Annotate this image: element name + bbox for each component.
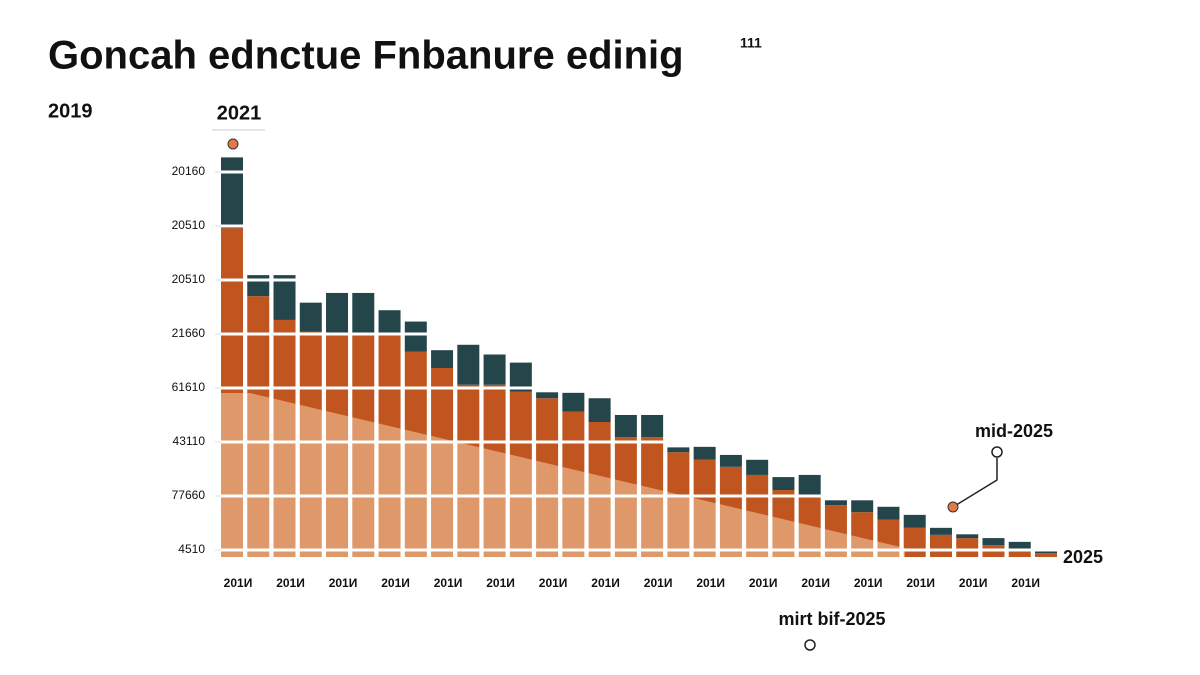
bar bbox=[1008, 541, 1031, 550]
annotation: 2025 bbox=[1063, 547, 1103, 567]
bar bbox=[273, 275, 296, 320]
bar bbox=[956, 538, 979, 557]
x-tick-label: 201И bbox=[906, 576, 935, 590]
bar bbox=[641, 414, 664, 438]
bar bbox=[588, 398, 611, 422]
bar bbox=[1008, 549, 1031, 557]
x-tick-label: 201И bbox=[486, 576, 515, 590]
y-tick-label: 20160 bbox=[172, 164, 206, 178]
marker bbox=[804, 639, 816, 651]
bar bbox=[457, 344, 480, 385]
bar bbox=[614, 414, 637, 438]
marker bbox=[227, 138, 239, 150]
bar bbox=[877, 506, 900, 520]
bar bbox=[247, 275, 270, 297]
shade bbox=[221, 393, 905, 557]
bar bbox=[221, 157, 243, 229]
y-tick-label: 20510 bbox=[172, 272, 206, 286]
bar bbox=[299, 302, 322, 332]
y-tick-label: 21660 bbox=[172, 326, 206, 340]
title-superscript: 111 bbox=[740, 35, 762, 51]
x-tick-label: 201И bbox=[224, 576, 253, 590]
y-tick-label: 43110 bbox=[173, 434, 206, 448]
x-tick-label: 201И bbox=[329, 576, 358, 590]
x-tick-label: 201И bbox=[434, 576, 463, 590]
x-tick-label: 201И bbox=[276, 576, 305, 590]
bar bbox=[956, 534, 979, 539]
bar bbox=[404, 321, 427, 352]
y-tick-label: 4510 bbox=[178, 542, 205, 556]
leader bbox=[952, 458, 998, 508]
bar bbox=[903, 514, 926, 528]
bar bbox=[667, 447, 690, 453]
marker bbox=[947, 501, 959, 513]
y-tick-label: 61610 bbox=[172, 380, 206, 394]
bar bbox=[929, 534, 952, 557]
annotation: 2019 bbox=[48, 100, 93, 122]
overlay bbox=[221, 170, 1058, 557]
annotation: mid-2025 bbox=[975, 421, 1053, 441]
bar bbox=[719, 454, 742, 467]
bar bbox=[851, 500, 874, 513]
x-tick-label: 201И bbox=[591, 576, 620, 590]
bar bbox=[536, 392, 559, 399]
chart-title: Goncah ednctue Fnbanure edinig bbox=[48, 34, 684, 78]
bar bbox=[929, 527, 952, 535]
x-tick-label: 201И bbox=[959, 576, 988, 590]
bar bbox=[903, 527, 926, 557]
marker bbox=[991, 446, 1003, 458]
x-tick-label: 201И bbox=[1011, 576, 1040, 590]
bar bbox=[824, 500, 847, 506]
bar bbox=[483, 354, 506, 385]
bar bbox=[509, 362, 532, 392]
bar bbox=[1035, 549, 1057, 554]
bar bbox=[772, 477, 795, 491]
annotation: 2021 bbox=[217, 102, 262, 124]
bar bbox=[798, 474, 821, 495]
bar bbox=[982, 538, 1005, 546]
bar bbox=[352, 292, 375, 336]
annotation: mirt bif-2025 bbox=[778, 609, 885, 629]
y-tick-label: 20510 bbox=[172, 218, 206, 232]
bar bbox=[1035, 553, 1057, 557]
x-tick-label: 201И bbox=[801, 576, 830, 590]
foreground: 201И 201И 201И 201И 201И 201И 201И 201И 201И 201И… bbox=[48, 100, 1103, 651]
x-tick-label: 201И bbox=[854, 576, 883, 590]
bar bbox=[326, 292, 349, 336]
bar bbox=[431, 350, 454, 368]
x-tick-label: 201И bbox=[696, 576, 725, 590]
x-tick-label: 201И bbox=[644, 576, 673, 590]
x-tick-label: 201И bbox=[539, 576, 568, 590]
x-tick-label: 201И bbox=[381, 576, 410, 590]
x-tick-label: 201И bbox=[749, 576, 778, 590]
bar bbox=[562, 392, 585, 412]
bar bbox=[693, 446, 716, 460]
bar bbox=[378, 310, 401, 336]
bar bbox=[746, 459, 769, 475]
y-tick-label: 77660 bbox=[172, 488, 206, 502]
